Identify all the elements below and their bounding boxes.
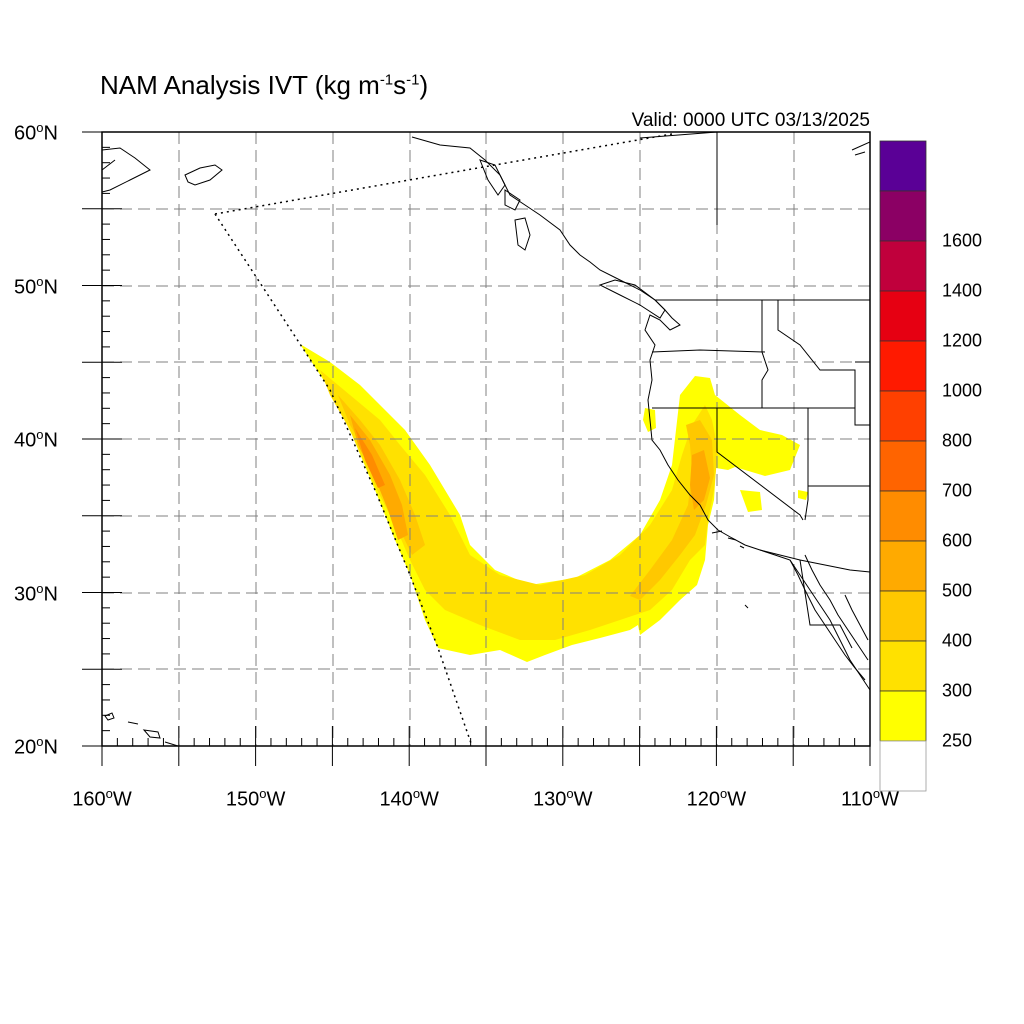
lon-label-110: 110oW: [840, 786, 900, 811]
coastlines: [102, 136, 870, 746]
colorbar-swatch: [879, 140, 927, 192]
colorbar-swatch: [879, 440, 927, 492]
us-mexico-border: [759, 549, 870, 573]
gulf-coast-mexico: [844, 594, 869, 641]
colorbar-swatch: [879, 540, 927, 592]
valid-time: Valid: 0000 UTC 03/13/2025: [631, 110, 870, 131]
nevada-utah-border: [804, 408, 809, 521]
colorbar-label-1200: 1200: [942, 330, 983, 351]
idaho-border: [761, 300, 769, 408]
mexico-states: [799, 559, 853, 649]
lat-label-30: 30oN: [14, 580, 58, 606]
graticule: [102, 132, 870, 746]
lat-label-40: 40oN: [14, 427, 58, 452]
colorbar-label-250: 250: [942, 730, 973, 751]
california-nevada-border: [716, 408, 804, 521]
title-close-paren: ): [419, 70, 429, 100]
channel-islands: [711, 530, 745, 549]
colorbar-label-600: 600: [942, 530, 973, 551]
ivt-shading: [300, 344, 808, 662]
colorbar-swatch: [879, 590, 927, 642]
vancouver-island: [598, 279, 666, 319]
lon-label-140: 140oW: [379, 786, 439, 811]
ivt-band-600: [355, 428, 385, 488]
lat-label-60: 60oN: [14, 120, 58, 145]
colorbar-label-1600: 1600: [942, 230, 983, 251]
colorbar-swatch: [879, 240, 927, 292]
ivt-band-250-blob-nv: [740, 490, 762, 512]
colorbar-swatch: [879, 690, 927, 742]
lon-label-130: 130oW: [533, 786, 593, 811]
title-exponent-2: -1: [406, 71, 420, 89]
lon-label-160: 160oW: [72, 786, 132, 811]
colorbar-swatch: [879, 640, 927, 692]
colorbar-swatch: [879, 390, 927, 442]
colorbar-label-400: 400: [942, 630, 973, 651]
colorbar-swatch: [879, 740, 927, 792]
colorbar-swatch: [879, 490, 927, 542]
guadalupe-island: [744, 604, 749, 609]
title-exponent-1: -1: [379, 71, 394, 89]
axis-ticks: [82, 131, 871, 766]
ivt-band-250-blob-nv2: [798, 490, 808, 500]
lon-label-120: 120oW: [686, 786, 747, 811]
washington-oregon-border: [651, 349, 766, 353]
colorbar-label-300: 300: [942, 680, 973, 701]
montana-border: [777, 300, 870, 426]
ivt-band-500-ca: [690, 450, 710, 510]
colorbar-label-700: 700: [942, 480, 973, 501]
colorbar: [879, 140, 927, 792]
alaska-canada-border: [639, 132, 718, 225]
model-domain-boundary: [214, 133, 673, 747]
colorbar-swatch: [879, 340, 927, 392]
haida-gwaii: [514, 217, 531, 251]
colorbar-label-800: 800: [942, 430, 973, 451]
hawaii-islands: [104, 712, 179, 746]
political-borders: [639, 132, 870, 649]
lat-label-20: 20oN: [14, 734, 58, 759]
colorbar-swatch: [879, 290, 927, 342]
lat-label-50: 50oN: [14, 273, 58, 299]
title-unit-s: s: [393, 70, 407, 100]
colorbar-label-500: 500: [942, 580, 973, 601]
chart-title: NAM Analysis IVT (kg m-1s-1): [100, 70, 428, 101]
ivt-band-300: [320, 370, 718, 640]
alaska-coast: [102, 147, 223, 193]
colorbar-label-1400: 1400: [942, 280, 983, 301]
lon-label-150: 150oW: [225, 786, 286, 811]
alaska-panhandle-islands: [479, 159, 521, 211]
title-text: NAM Analysis IVT (kg m: [100, 70, 380, 100]
colorbar-label-1000: 1000: [942, 380, 983, 401]
colorbar-swatch: [879, 190, 927, 242]
east-canada-coast: [851, 141, 870, 156]
